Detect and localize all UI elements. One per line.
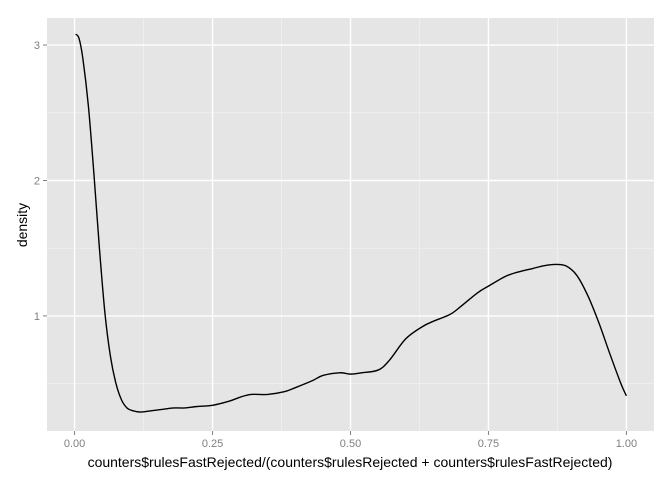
density-curve bbox=[75, 33, 628, 413]
y-axis-ticks: 1 2 3 bbox=[34, 40, 47, 323]
y-axis-title: density bbox=[14, 203, 30, 247]
x-tick-label: 0.00 bbox=[64, 438, 85, 450]
y-tick-label: 3 bbox=[34, 40, 40, 52]
y-tick-label: 2 bbox=[34, 175, 40, 187]
x-axis-ticks: 0.00 0.25 0.50 0.75 1.00 bbox=[64, 431, 637, 450]
x-axis-title: counters$rulesFastRejected/(counters$rul… bbox=[88, 454, 613, 470]
major-grid bbox=[47, 18, 654, 431]
x-tick-label: 1.00 bbox=[616, 438, 637, 450]
x-tick-label: 0.50 bbox=[340, 438, 361, 450]
y-tick-label: 1 bbox=[34, 311, 40, 323]
x-tick-label: 0.75 bbox=[478, 438, 499, 450]
x-tick-label: 0.25 bbox=[202, 438, 223, 450]
